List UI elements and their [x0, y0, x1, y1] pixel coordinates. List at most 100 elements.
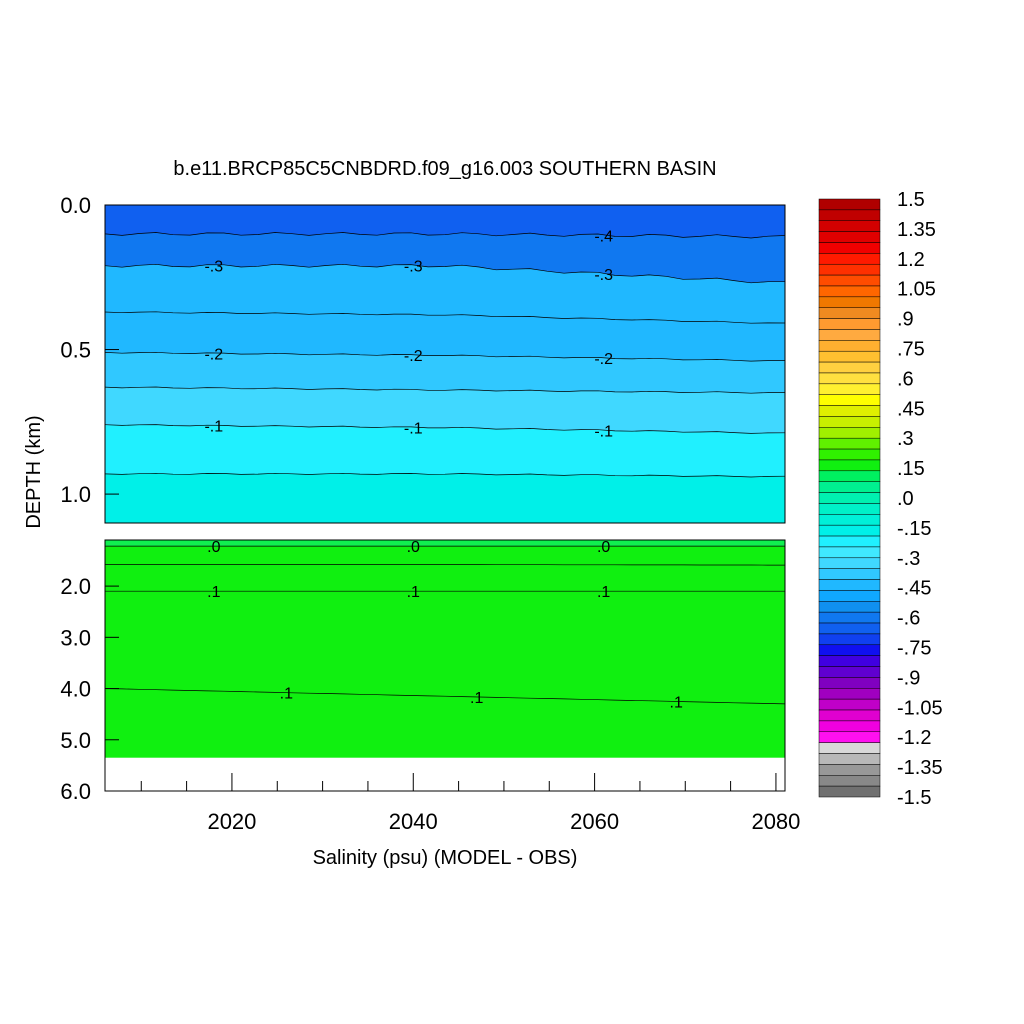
colorbar-box [818, 611, 881, 624]
colorbar-box [818, 231, 881, 243]
x-tick-label: 2080 [751, 809, 800, 834]
colorbar-box [818, 644, 881, 656]
y-tick-label: 6.0 [60, 779, 91, 804]
colorbar-box [818, 775, 881, 787]
colorbar-label: .75 [897, 339, 925, 361]
contour-line [104, 232, 786, 239]
contour-label: -.3 [404, 259, 423, 276]
y-axis-label: DEPTH (km) [23, 415, 45, 528]
colorbar-label: 1.5 [897, 189, 925, 211]
contour-label: .1 [670, 694, 683, 711]
contour-label: .0 [407, 539, 420, 556]
colorbar-box [818, 220, 881, 232]
lower-band-fill [105, 540, 785, 546]
y-tick-label: 0.5 [60, 338, 91, 363]
contour-label: .1 [597, 584, 610, 601]
colorbar-box [818, 557, 881, 569]
colorbar-box [818, 394, 881, 406]
colorbar-box [818, 753, 881, 765]
colorbar-label: .15 [897, 458, 925, 480]
colorbar-box [818, 568, 881, 580]
upper-panel: -.4 -.3 -.3 -.3 -.2 -.2 -.2 -.1 -.1 -.1 0.0 0.5 1.0 [60, 193, 786, 524]
colorbar-box [818, 503, 881, 515]
colorbar-box [818, 546, 881, 559]
contour-line [104, 386, 786, 394]
colorbar-label: -.45 [897, 578, 931, 600]
colorbar-box [818, 329, 881, 341]
contour-label: -.1 [404, 420, 423, 437]
contour-label: -.2 [204, 346, 223, 363]
colorbar-box [818, 307, 881, 319]
x-tick-label: 2060 [570, 809, 619, 834]
y-tick-label: 1.0 [60, 482, 91, 507]
colorbar-box [818, 198, 881, 211]
colorbar-box [818, 514, 881, 526]
colorbar-box [818, 731, 881, 743]
colorbar-box [818, 742, 881, 754]
x-axis-label: Salinity (psu) (MODEL - OBS) [313, 847, 578, 869]
colorbar-box [818, 253, 881, 265]
colorbar-box [818, 242, 881, 254]
contour-line [104, 263, 785, 284]
colorbar-box [818, 340, 881, 352]
colorbar-box [818, 524, 881, 537]
lower-frame [104, 539, 786, 792]
colorbar-label: .0 [897, 488, 914, 510]
colorbar-box [818, 209, 881, 221]
contour-label: .1 [407, 584, 420, 601]
colorbar-label: .3 [897, 428, 914, 450]
colorbar-box [818, 437, 881, 450]
colorbar-label: -.15 [897, 518, 931, 540]
colorbar-box [818, 590, 881, 602]
colorbar-box [818, 698, 881, 711]
contour-line [104, 472, 786, 478]
contour-label: .1 [207, 584, 220, 601]
colorbar-label: .45 [897, 398, 925, 420]
colorbar-box [818, 470, 881, 482]
colorbar-label: -.9 [897, 667, 920, 689]
contour-label: .1 [280, 686, 293, 703]
upper-frame [104, 204, 786, 524]
colorbar-box [818, 296, 881, 308]
colorbar-label: 1.2 [897, 249, 925, 271]
x-tick-label: 2020 [207, 809, 256, 834]
colorbar-label: 1.35 [897, 219, 936, 241]
y-tick-label: 2.0 [60, 574, 91, 599]
colorbar-box [818, 764, 881, 776]
colorbar-box [818, 383, 881, 395]
chart-title: b.e11.BRCP85C5CNBDRD.f09_g16.003 SOUTHER… [173, 158, 716, 180]
colorbar-label: -.6 [897, 608, 920, 630]
contour-line [104, 351, 785, 362]
colorbar-label: -1.35 [897, 757, 943, 779]
upper-band-fill [105, 473, 785, 523]
contour-line [104, 424, 786, 434]
colorbar-label: -1.05 [897, 697, 943, 719]
colorbar-box [818, 688, 881, 700]
colorbar-box [818, 666, 881, 678]
colorbar-label: -1.5 [897, 787, 931, 809]
contour-line [104, 688, 786, 705]
colorbar-box [818, 285, 881, 298]
colorbar-box [818, 677, 881, 689]
colorbar-box [818, 263, 881, 276]
contour-label: -.3 [204, 259, 223, 276]
contour-line [104, 311, 786, 324]
contour-label: -.1 [204, 419, 223, 436]
lower-panel: .0 .0 .0 .1 .1 .1 .1 .1 .1 2.0 3.0 4.0 5.0 6.0 [60, 539, 786, 804]
y-tick-label: 5.0 [60, 728, 91, 753]
colorbar-label: .9 [897, 309, 914, 331]
colorbar-label: 1.05 [897, 279, 936, 301]
y-tick-label: 0.0 [60, 193, 91, 218]
contour-label: -.4 [594, 228, 613, 245]
colorbar-label: .6 [897, 368, 914, 390]
lower-band-fill [105, 540, 785, 758]
colorbar-box [818, 655, 881, 667]
colorbar-box [818, 622, 881, 635]
colorbar-box [818, 416, 881, 428]
colorbar-box [818, 785, 881, 798]
contour-label: .1 [470, 690, 483, 707]
contour-label: -.1 [594, 423, 613, 440]
contour-line [105, 564, 785, 566]
colorbar-label: -.3 [897, 548, 920, 570]
contour-label: -.2 [594, 351, 613, 368]
